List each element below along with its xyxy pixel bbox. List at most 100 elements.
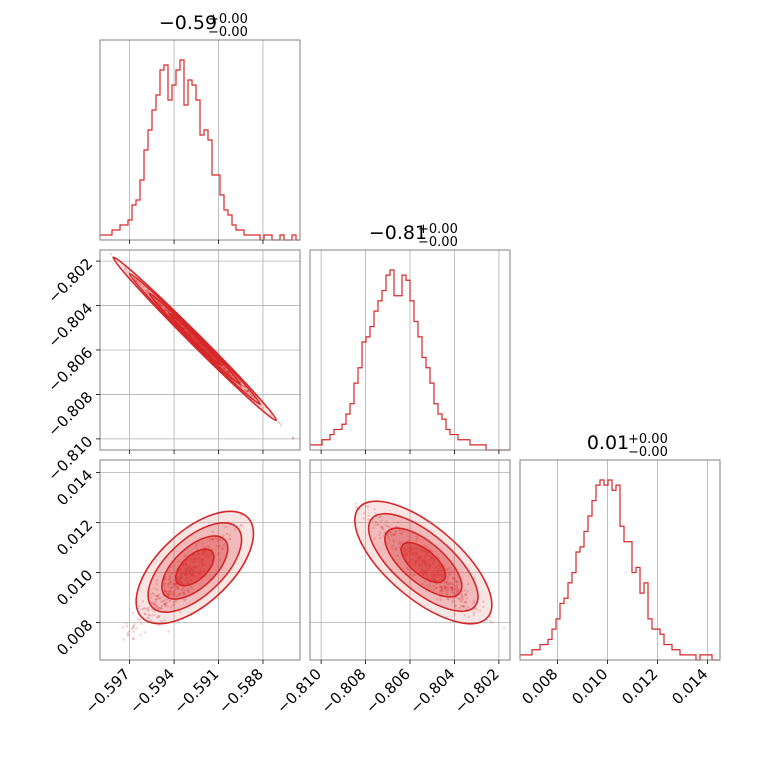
sample-point [392,540,396,543]
sample-point [138,282,141,286]
sample-point [396,521,400,524]
sample-point [128,629,131,633]
sample-point [147,616,151,620]
sample-point [168,590,172,594]
sample-point [154,598,158,601]
sample-point [171,582,174,586]
sample-point [248,392,251,395]
sample-point [223,367,226,370]
sample-point [439,590,442,593]
param-1-title-minus: −0.00 [418,235,458,250]
sample-point [455,580,459,584]
sample-point [445,582,448,585]
sample-point [406,534,410,538]
sample-point [466,590,469,593]
sample-point [182,593,186,596]
sample-point [451,588,454,591]
sample-point [225,370,229,373]
sample-point [463,588,466,592]
sample-point [153,594,156,597]
sample-point [157,614,160,618]
sample-point [168,575,172,578]
sample-point [167,583,170,586]
sample-point [231,375,234,378]
sample-point [398,542,402,545]
x-tick-label: −0.594 [126,665,178,717]
sample-point [464,600,467,604]
sample-point [203,546,206,549]
sample-point [478,609,482,613]
sample-point [229,373,233,377]
sample-point [387,525,391,528]
sample-point [186,587,190,591]
sample-point [465,608,468,611]
sample-point [440,592,444,596]
sample-point [110,252,113,256]
sample-point [138,283,142,286]
sample-point [155,579,158,582]
sample-point [432,584,435,588]
sample-point [169,577,172,580]
sample-point [181,587,185,590]
x-tick-label: −0.588 [215,665,267,717]
sample-point [168,594,172,597]
sample-point [465,601,468,604]
sample-point [384,524,387,527]
sample-point [448,582,452,585]
sample-point [174,601,177,604]
sample-point [376,523,379,527]
sample-point [142,607,146,610]
sample-point [392,539,395,542]
sample-point [169,566,173,569]
y-tick-label: 0.012 [53,516,96,559]
sample-point [141,600,145,603]
sample-point [406,568,410,571]
sample-point [165,592,168,595]
sample-point [448,566,451,570]
sample-point [445,581,448,584]
sample-point [153,602,156,606]
sample-point [452,591,456,594]
sample-point [141,608,144,611]
sample-point [176,586,180,590]
sample-point [169,573,172,576]
y-tick-label: 0.010 [53,566,96,609]
sample-point [143,631,146,634]
sample-point [373,523,376,527]
sample-point [460,592,463,596]
sample-point [442,590,445,593]
sample-point [211,538,214,541]
sample-point [220,547,224,550]
histogram-2 [520,479,720,661]
diag-panel-0 [99,39,301,241]
sample-point [386,535,390,538]
sample-point [148,614,151,617]
sample-point [132,637,135,640]
sample-point [163,582,167,586]
sample-point [222,534,225,537]
sample-point [428,584,432,588]
sample-point [467,616,471,619]
sample-point [445,580,448,583]
sample-point [476,608,479,611]
sample-point [167,571,170,575]
sample-point [122,638,125,641]
sample-point [452,569,456,573]
sample-point [246,390,249,393]
sample-point [138,605,141,608]
param-2-title: 0.01 [587,432,629,454]
sample-point [166,592,170,596]
y-tick-label: −0.802 [44,255,96,307]
sample-point [377,523,380,526]
pair-0-contour-3 [167,311,222,366]
sample-point [446,597,449,601]
sample-point [164,589,167,592]
sample-point [156,606,159,609]
sample-point [394,547,398,550]
sample-point [161,304,165,308]
histogram-1 [310,269,510,451]
x-tick-label: 0.008 [518,665,561,708]
sample-point [195,543,198,546]
sample-point [461,595,464,599]
sample-point [451,577,455,580]
